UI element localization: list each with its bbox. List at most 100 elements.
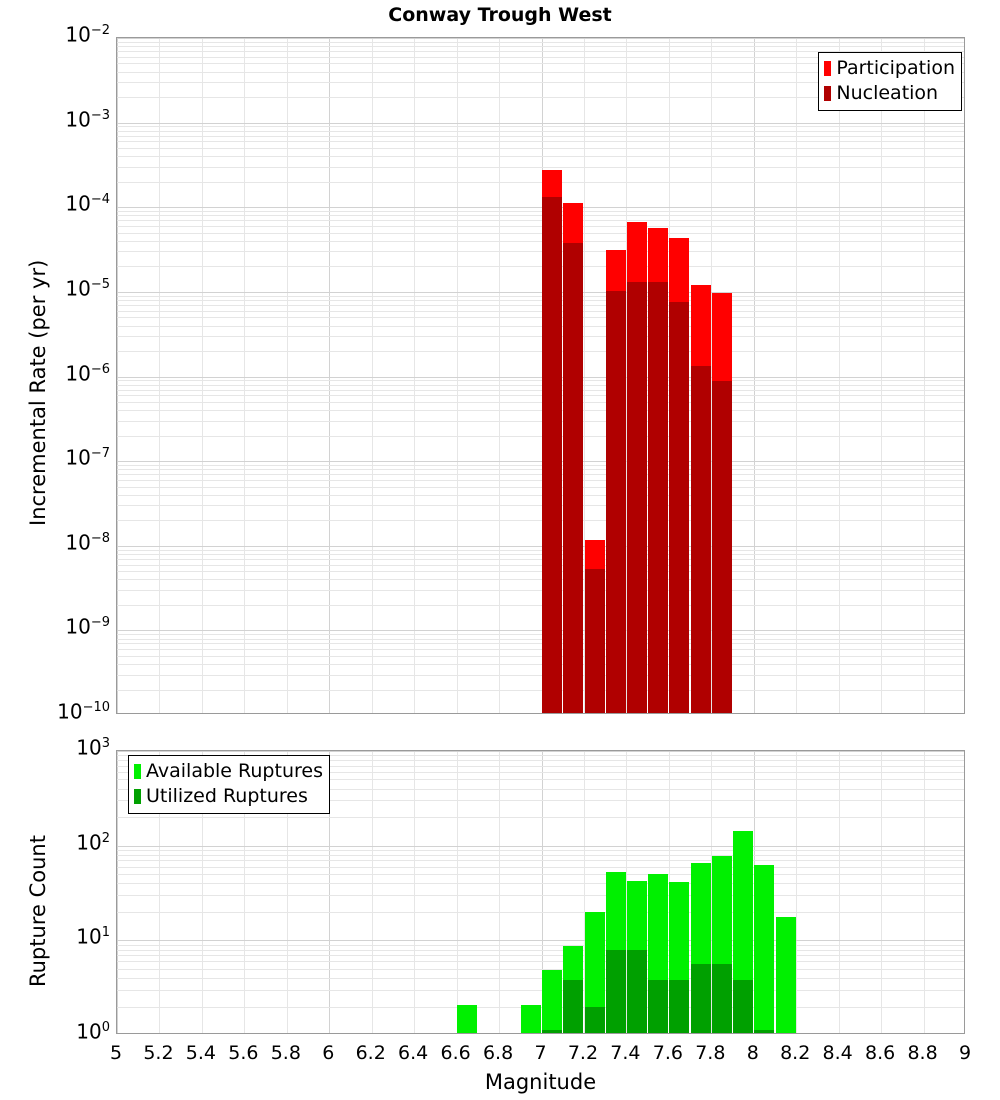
gridline-vertical [159,751,161,1033]
legend-swatch-icon [134,764,141,779]
bar-nucleation [584,569,605,713]
gridline-horizontal-minor [117,565,964,566]
bar-nucleation [542,197,563,713]
y-tick-label: 10−3 [65,107,110,132]
gridline-horizontal-minor [117,634,964,635]
x-tick-label: 6.8 [482,1042,514,1064]
gridline-vertical [796,38,798,713]
gridline-horizontal-minor [117,639,964,640]
gridline-horizontal-minor [117,251,964,252]
bar-utilized-ruptures [733,980,754,1033]
bar-utilized-ruptures [711,963,732,1033]
x-tick-label: 8.8 [907,1042,938,1064]
gridline-horizontal-minor [117,72,964,73]
x-tick-label: 6 [322,1042,335,1064]
gridline-horizontal-major [117,940,964,941]
gridline-horizontal-major [117,630,964,631]
gridline-horizontal-minor [117,336,964,337]
x-tick-label: 6.2 [355,1042,386,1064]
gridline-horizontal-minor [117,649,964,650]
gridline-horizontal-minor [117,690,964,691]
gridline-horizontal-minor [117,912,964,913]
x-tick-label: 8.2 [780,1042,811,1064]
gridline-horizontal-minor [117,656,964,657]
gridline-horizontal-minor [117,590,964,591]
gridline-horizontal-minor [117,760,964,761]
y-tick-label: 10−10 [57,699,110,724]
y-tick-label: 101 [76,924,110,949]
gridline-horizontal-minor [117,495,964,496]
gridline-vertical [881,751,883,1033]
gridline-horizontal-minor [117,550,964,551]
gridline-horizontal-minor [117,474,964,475]
y-tick-label: 102 [76,830,110,855]
gridline-horizontal-minor [117,978,964,979]
gridline-horizontal-minor [117,148,964,149]
gridline-horizontal-minor [117,643,964,644]
bar-nucleation [648,281,669,713]
gridline-vertical [583,751,585,1033]
gridline-horizontal-minor [117,664,964,665]
gridline-vertical [753,38,755,713]
gridline-horizontal-minor [117,63,964,64]
gridline-horizontal-minor [117,895,964,896]
bar-available-ruptures [584,911,605,1033]
gridline-vertical [244,751,246,1033]
gridline-horizontal-minor [117,675,964,676]
gridline-vertical [286,38,288,713]
gridline-horizontal-major [117,207,964,208]
gridline-horizontal-major [117,461,964,462]
bar-utilized-ruptures [605,950,626,1033]
bar-nucleation [669,302,690,713]
y-tick-label: 10−2 [65,22,110,47]
gridline-horizontal-minor [117,97,964,98]
bar-available-ruptures [457,1004,478,1033]
gridline-horizontal-minor [117,779,964,780]
x-tick-label: 7.8 [695,1042,726,1064]
rupture-count-plot [116,750,965,1034]
x-tick-label: 6.6 [440,1042,471,1064]
bar-utilized-ruptures [542,1029,563,1033]
gridline-vertical [626,751,628,1033]
gridline-vertical [796,751,798,1033]
gridline-vertical [371,38,373,713]
gridline-horizontal-minor [117,46,964,47]
gridline-horizontal-minor [117,990,964,991]
gridline-vertical [838,38,840,713]
bar-available-ruptures [520,1004,541,1033]
gridline-horizontal-minor [117,874,964,875]
x-tick-label: 8 [746,1042,759,1064]
x-tick-label: 8.6 [864,1042,896,1064]
gridline-horizontal-minor [117,772,964,773]
gridline-horizontal-minor [117,520,964,521]
gridline-horizontal-minor [117,305,964,306]
y-tick-label: 103 [76,735,110,760]
gridline-vertical [711,38,713,713]
gridline-vertical [541,38,543,713]
gridline-horizontal-minor [117,950,964,951]
gridline-vertical [711,751,713,1033]
gridline-vertical [923,38,925,713]
gridline-vertical [201,751,203,1033]
legend-swatch-icon [824,86,832,101]
bar-nucleation [690,366,711,713]
x-tick-label: 8.4 [822,1042,853,1064]
gridline-horizontal-minor [117,969,964,970]
gridline-horizontal-minor [117,559,964,560]
gridline-horizontal-minor [117,436,964,437]
gridline-horizontal-minor [117,789,964,790]
legend-label: Nucleation [836,82,939,104]
bar-utilized-ruptures [690,963,711,1033]
x-tick-label: 9 [958,1042,972,1064]
gridline-vertical [414,38,416,713]
x-tick-label: 6.4 [398,1042,429,1064]
x-tick-label: 5.8 [270,1042,301,1064]
gridline-horizontal-minor [117,755,964,756]
gridline-vertical [753,751,755,1033]
bar-available-ruptures [754,864,775,1033]
gridline-horizontal-minor [117,860,964,861]
gridline-vertical [371,751,373,1033]
gridline-horizontal-minor [117,380,964,381]
y-tick-label: 10−4 [65,191,110,216]
gridline-vertical [583,38,585,713]
